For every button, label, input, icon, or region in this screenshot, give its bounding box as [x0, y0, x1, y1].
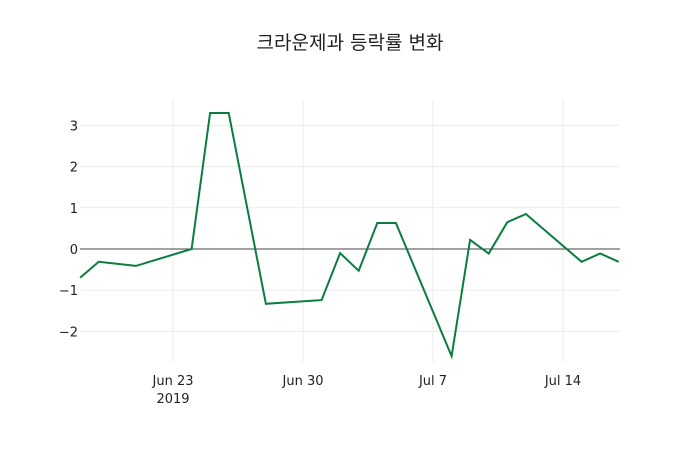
x-tick-label: Jul 14	[544, 374, 581, 389]
y-axis: 3 2 1 0 −1 −2	[59, 119, 78, 340]
y-tick-label: 1	[70, 202, 78, 217]
x-tick-label: Jun 30	[282, 374, 324, 389]
y-tick-label: 2	[70, 161, 78, 176]
grid-lines	[80, 100, 620, 362]
x-axis: Jun 23 2019 Jun 30 Jul 7 Jul 14	[152, 374, 582, 407]
y-tick-label: 0	[70, 243, 78, 258]
y-tick-label: 3	[70, 119, 78, 134]
y-tick-label: −2	[59, 325, 78, 340]
x-tick-label: Jul 7	[418, 374, 447, 389]
x-tick-label: Jun 23	[152, 374, 194, 389]
data-line	[79, 112, 620, 360]
x-tick-year-label: 2019	[156, 392, 189, 407]
y-tick-label: −1	[59, 284, 78, 299]
chart-title: 크라운제과 등락률 변화	[256, 32, 444, 54]
